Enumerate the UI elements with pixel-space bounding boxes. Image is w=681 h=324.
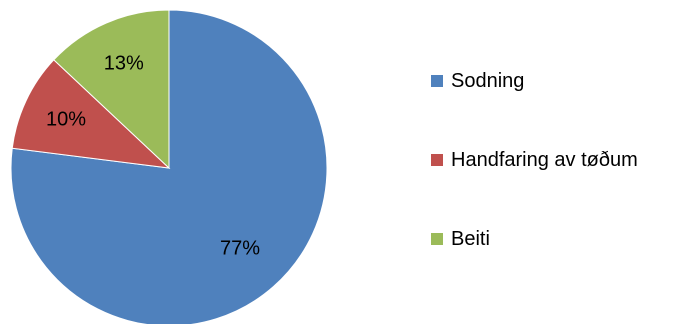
slice-data-label: 77% — [220, 238, 260, 260]
legend-item: Handfaring av tøðum — [431, 149, 638, 171]
slice-data-label: 10% — [46, 109, 86, 131]
legend-swatch — [431, 75, 443, 87]
pie-slice-handfaring-av-t-um — [11, 59, 171, 169]
legend-label: Handfaring av tøðum — [451, 149, 638, 171]
pie-slice-labels: 77% 10% 13% — [46, 53, 260, 260]
slice-data-label: 13% — [104, 53, 144, 75]
legend-label: Beiti — [451, 228, 490, 250]
legend-item: Beiti — [431, 228, 490, 250]
legend-swatch — [431, 154, 443, 166]
legend-swatch — [431, 233, 443, 245]
pie-slice-beiti — [53, 9, 170, 170]
legend-item: Sodning — [431, 70, 524, 92]
legend: Sodning Handfaring av tøðum Beiti — [431, 70, 638, 250]
pie-slice-sodning — [10, 9, 328, 324]
pie-slices — [10, 9, 328, 324]
legend-label: Sodning — [451, 70, 524, 92]
